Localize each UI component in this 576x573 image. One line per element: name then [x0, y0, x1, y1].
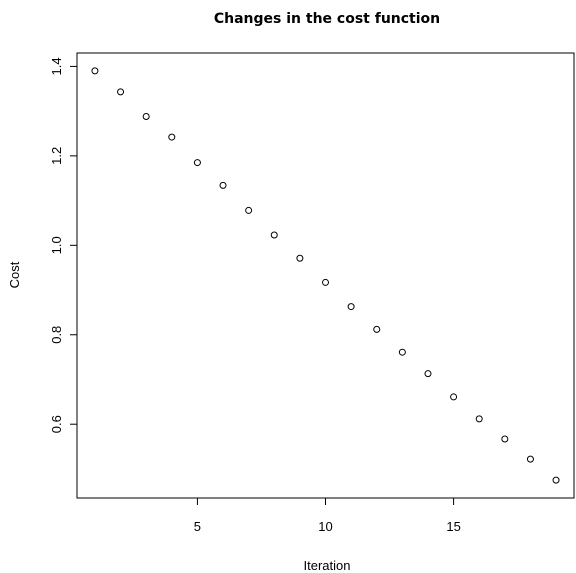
data-point [424, 370, 432, 378]
x-axis: 5 10 15 [194, 498, 461, 534]
data-point [398, 348, 406, 356]
data-point [219, 181, 227, 189]
data-point [526, 455, 534, 463]
y-tick-label: 1.4 [49, 57, 64, 75]
data-point [475, 415, 483, 423]
y-tick-label: 1.2 [49, 147, 64, 165]
plot-frame [76, 52, 575, 499]
data-point [270, 231, 278, 239]
data-point [245, 206, 253, 214]
x-tick-label: 5 [194, 519, 201, 534]
y-axis-label: Cost [7, 261, 22, 288]
y-tick-label: 1.0 [49, 236, 64, 254]
data-point [501, 435, 509, 443]
data-point [347, 303, 355, 311]
data-point [142, 113, 150, 121]
data-point [296, 254, 304, 262]
data-point [91, 67, 99, 75]
data-point [450, 393, 458, 401]
data-point [322, 278, 329, 286]
x-tick-label: 15 [446, 519, 460, 534]
y-tick-label: 0.6 [49, 415, 64, 433]
data-point [373, 325, 381, 333]
data-point [552, 476, 560, 484]
data-points [91, 67, 560, 484]
y-axis: 0.6 0.8 1.0 1.2 1.4 [49, 57, 77, 433]
data-point [168, 133, 176, 141]
data-point [117, 88, 125, 96]
x-tick-label: 10 [318, 519, 332, 534]
data-point [193, 159, 201, 167]
y-tick-label: 0.8 [49, 326, 64, 344]
x-axis-label: Iteration [304, 558, 351, 573]
chart-title: Changes in the cost function [214, 11, 440, 27]
